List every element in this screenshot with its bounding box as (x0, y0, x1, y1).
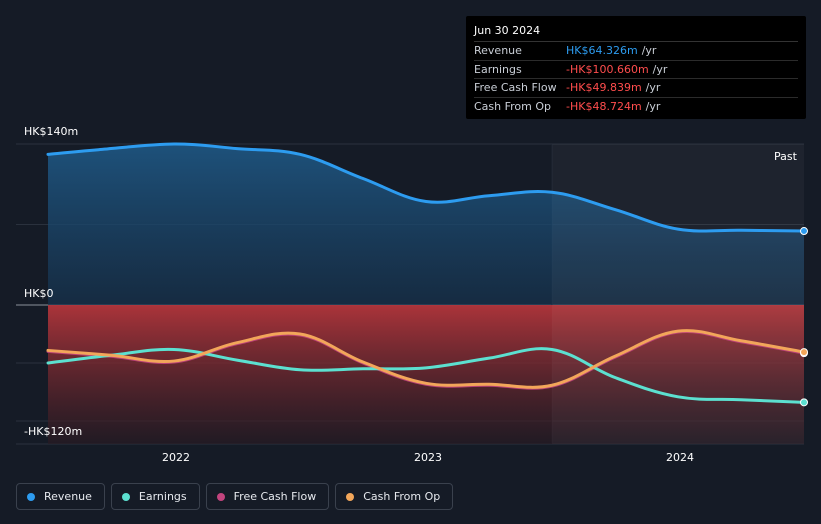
series-end-point-earnings (800, 398, 808, 407)
y-tick-zero: HK$0 (24, 287, 54, 300)
series-line-revenue (46, 142, 806, 233)
tooltip-date: Jun 30 2024 (474, 23, 798, 42)
x-tick-2024: 2024 (666, 451, 694, 464)
past-region-shade (552, 144, 804, 444)
tooltip-unit: /yr (652, 62, 668, 76)
legend-label: Earnings (138, 490, 187, 503)
tooltip-value: -HK$48.724m (566, 99, 642, 113)
revenue-area (48, 143, 804, 305)
tooltip-row-revenue: Revenue HK$64.326m /yr (474, 42, 798, 61)
series-end-point-cash-from-op (800, 348, 808, 357)
legend-label: Cash From Op (363, 490, 441, 503)
series-line-cash-from-op (46, 329, 806, 389)
legend-dot-icon (27, 492, 35, 501)
past-label: Past (774, 150, 797, 163)
y-tick-top: HK$140m (24, 125, 79, 138)
x-tick-2023: 2023 (414, 451, 442, 464)
tooltip-label: Cash From Op (474, 99, 552, 113)
tooltip-label: Earnings (474, 62, 522, 76)
tooltip-value: HK$64.326m (566, 44, 638, 57)
tooltip-row-earnings: Earnings -HK$100.660m /yr (474, 61, 798, 79)
chart-legend: Revenue Earnings Free Cash Flow Cash Fro… (16, 483, 454, 510)
negative-area (48, 305, 804, 444)
legend-label: Revenue (44, 490, 92, 503)
tooltip-value: -HK$100.660m (566, 62, 649, 76)
y-tick-bottom: -HK$120m (24, 425, 83, 438)
legend-item-revenue[interactable]: Revenue (16, 483, 105, 510)
legend-item-cash-from-op[interactable]: Cash From Op (335, 483, 454, 510)
tooltip-label: Revenue (474, 44, 522, 57)
legend-dot-icon (346, 492, 355, 501)
legend-dot-icon (121, 492, 130, 501)
tooltip-value: -HK$49.839m (566, 81, 642, 94)
x-tick-2022: 2022 (162, 451, 190, 464)
tooltip-row-free-cash-flow: Free Cash Flow -HK$49.839m /yr (474, 79, 798, 98)
tooltip-unit: /yr (645, 81, 661, 94)
tooltip-unit: /yr (641, 44, 657, 57)
legend-item-free-cash-flow[interactable]: Free Cash Flow (205, 483, 330, 510)
series-end-point-revenue (800, 227, 808, 236)
tooltip-label: Free Cash Flow (474, 81, 557, 94)
legend-dot-icon (216, 492, 225, 501)
tooltip-unit: /yr (645, 99, 661, 113)
series-line-earnings (46, 347, 806, 404)
data-tooltip: Jun 30 2024 Revenue HK$64.326m /yr Earni… (466, 16, 806, 119)
legend-label: Free Cash Flow (233, 490, 317, 503)
tooltip-row-cash-from-op: Cash From Op -HK$48.724m /yr (474, 98, 798, 116)
legend-item-earnings[interactable]: Earnings (110, 483, 200, 510)
